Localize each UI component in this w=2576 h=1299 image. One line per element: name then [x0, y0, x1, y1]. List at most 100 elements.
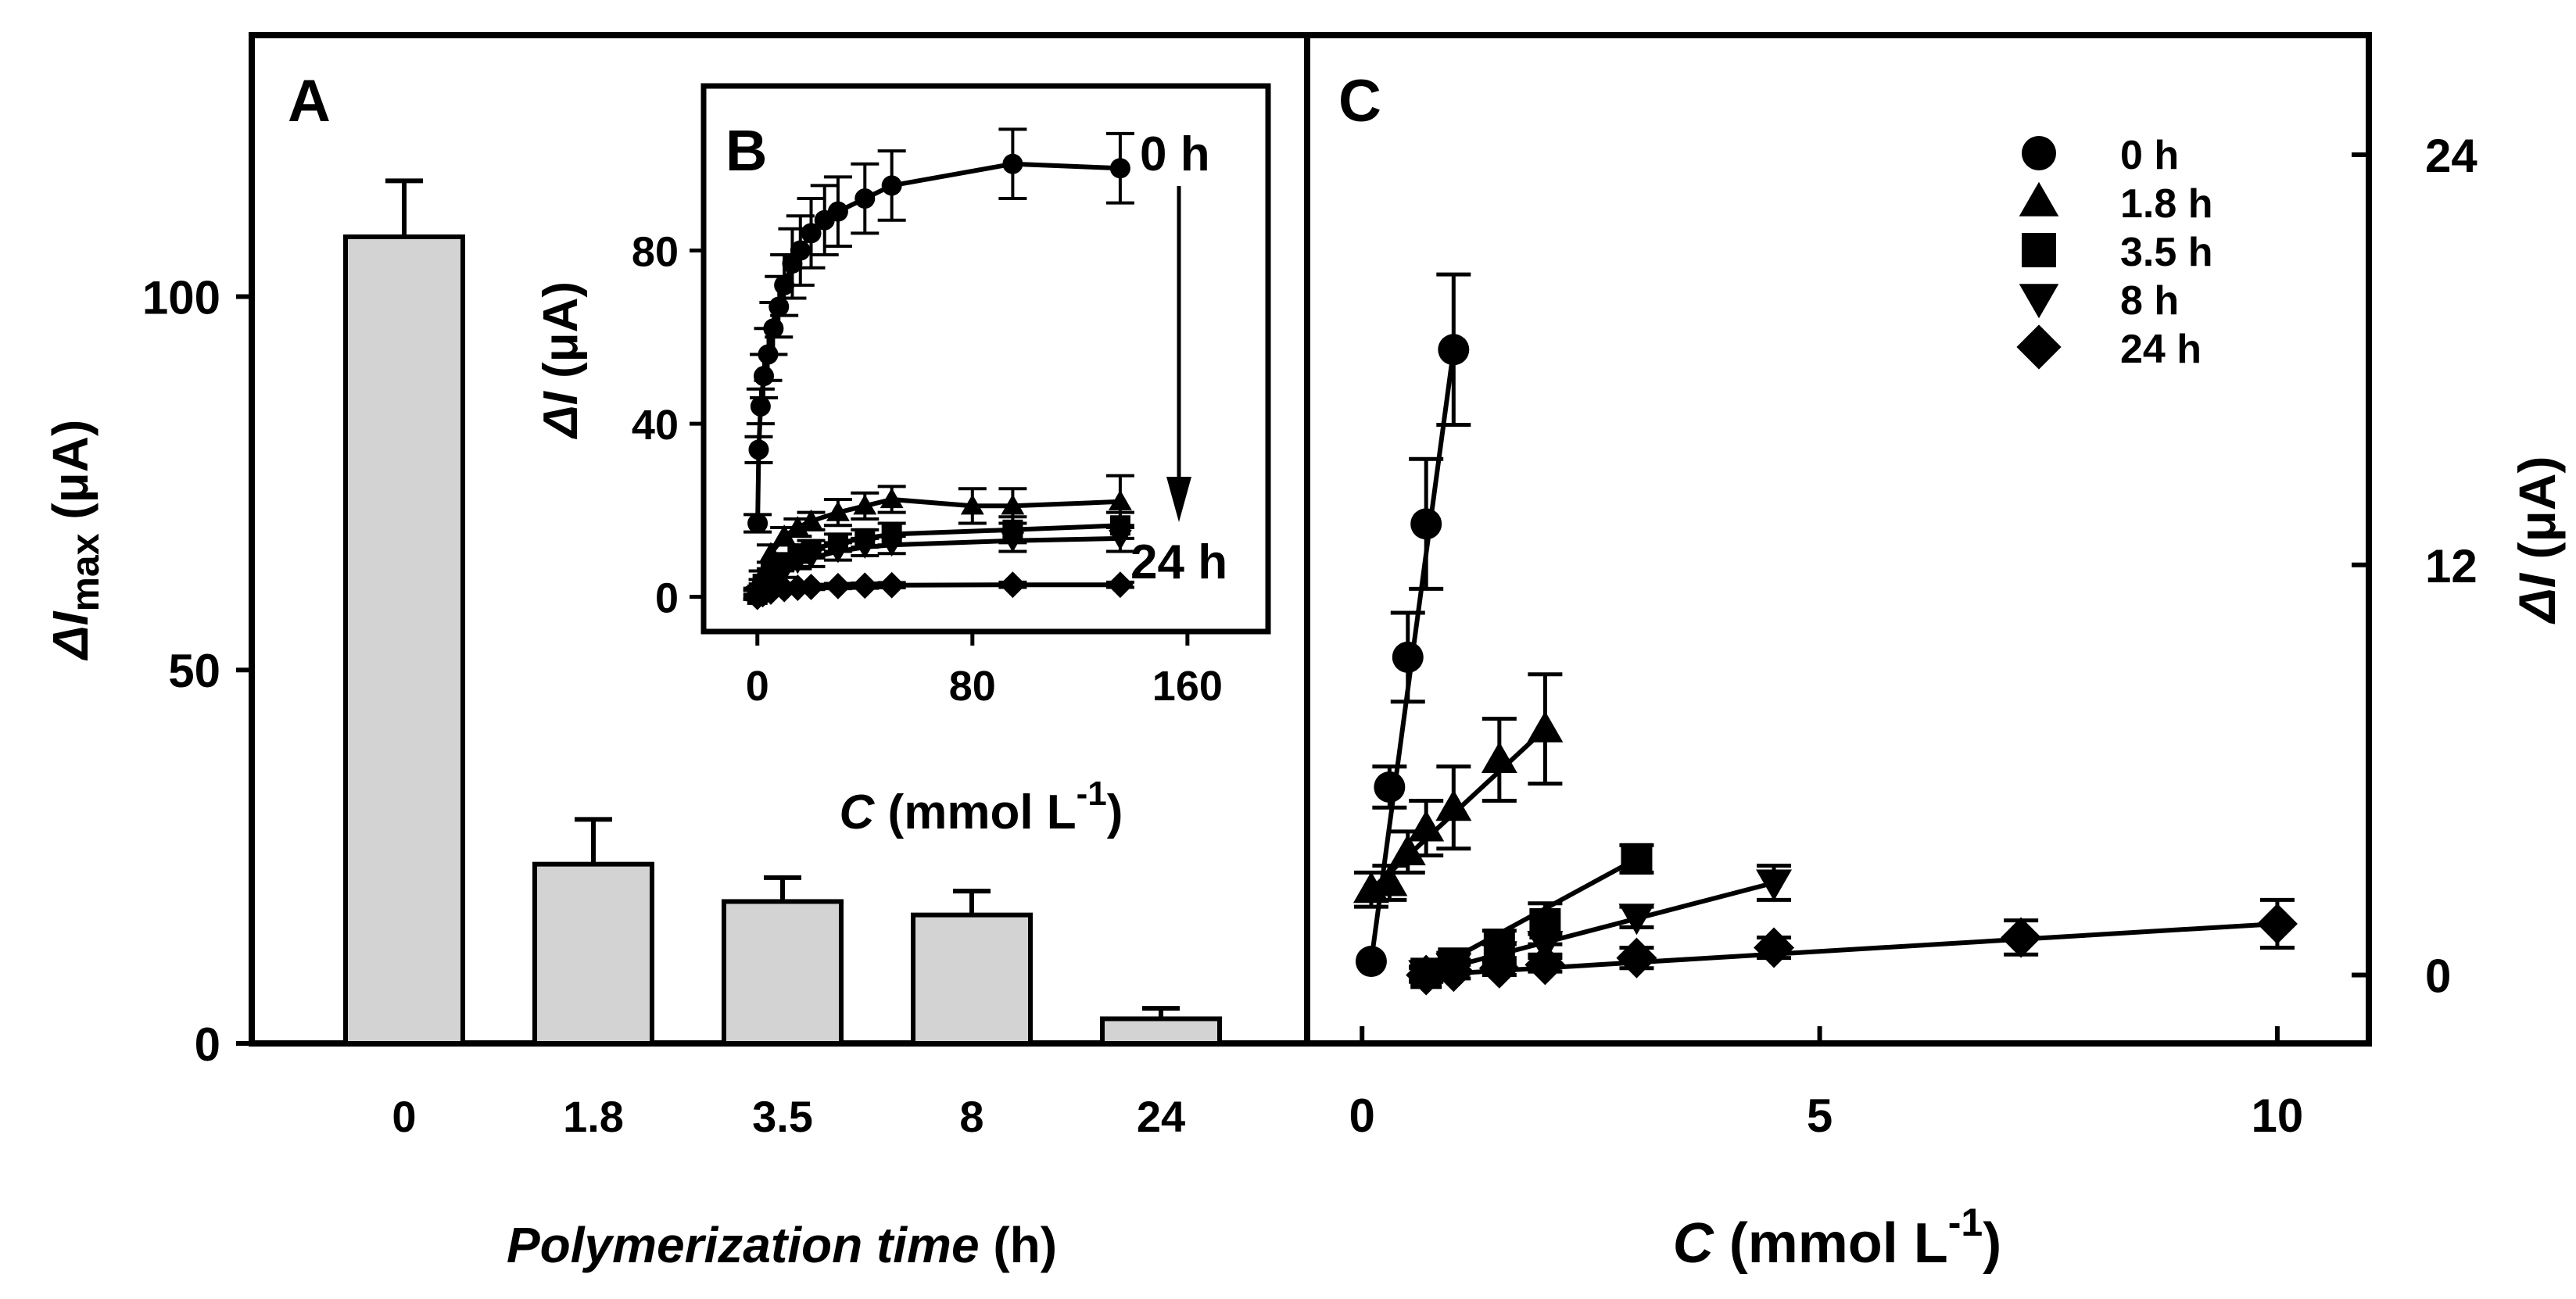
x-tick-label: 24	[1137, 1092, 1185, 1141]
x-label-italic: C	[840, 785, 876, 839]
legend-marker	[2019, 284, 2059, 319]
data-point	[754, 366, 775, 387]
data-point	[825, 572, 851, 599]
legend-label: 1.8 h	[2120, 181, 2213, 227]
legend-marker	[2016, 324, 2062, 370]
x-tick-label: 10	[2252, 1090, 2304, 1142]
data-point	[2256, 903, 2298, 944]
data-point	[748, 439, 769, 460]
data-point	[1002, 153, 1023, 174]
panel-c-frame	[1304, 32, 2372, 1047]
y-tick-label: 0	[195, 1018, 220, 1071]
x-label-close-paren: )	[1983, 1212, 2001, 1275]
series-0-h	[743, 127, 1134, 534]
x-label-superscript: -1	[1077, 775, 1107, 813]
bar	[722, 899, 844, 1047]
data-point	[880, 536, 904, 557]
y-label-subscript: max	[63, 533, 107, 611]
data-point	[1107, 571, 1134, 599]
bar	[911, 912, 1033, 1046]
y-label-italic: ΔI	[2508, 572, 2566, 624]
x-tick-label: 5	[1807, 1090, 1833, 1142]
data-point	[1433, 951, 1474, 993]
data-point	[1618, 904, 1655, 936]
data-point	[1374, 771, 1406, 803]
data-point	[853, 494, 877, 515]
y-tick-label: 24	[2425, 130, 2477, 182]
y-label-unit: (μA)	[2508, 456, 2566, 574]
series-1-8-h	[1352, 672, 1564, 909]
data-point	[801, 223, 822, 244]
data-point	[1392, 641, 1424, 673]
annotation-24h: 24 h	[1130, 535, 1227, 589]
data-point	[881, 175, 902, 196]
x-label-superscript: -1	[1948, 1201, 1983, 1244]
data-point	[960, 494, 984, 515]
x-axis-label: Polymerization time (h)	[507, 1217, 1057, 1273]
data-point	[854, 188, 876, 209]
y-axis-label: ΔI (μA)	[534, 281, 588, 439]
data-point	[1406, 954, 1447, 996]
data-point	[2001, 917, 2042, 958]
data-point	[878, 571, 905, 599]
data-point	[1389, 834, 1426, 866]
legend: 0 h1.8 h3.5 h8 h24 h	[2016, 133, 2213, 372]
y-tick-label: 0	[655, 575, 679, 622]
x-label-italic: C	[1673, 1212, 1714, 1275]
data-point	[826, 500, 850, 521]
data-point	[1355, 946, 1387, 978]
data-point	[999, 571, 1026, 599]
y-label-unit: (μA)	[534, 281, 588, 392]
bar	[343, 234, 465, 1046]
legend-marker	[2019, 181, 2059, 216]
panel-label-a: A	[288, 68, 331, 134]
data-point	[1410, 508, 1442, 540]
series-0-h	[1355, 272, 1471, 978]
x-tick-label: 160	[1152, 663, 1223, 710]
data-point	[853, 538, 877, 559]
legend-label: 24 h	[2120, 327, 2202, 372]
y-axis-label: ΔImax (μA)	[42, 420, 107, 661]
y-tick-label: 50	[168, 645, 220, 697]
data-point	[1527, 710, 1564, 743]
x-label-unit: (mmol L	[1714, 1212, 1948, 1275]
fit-line	[1425, 880, 1775, 976]
data-point	[1621, 843, 1653, 875]
data-point	[1481, 742, 1517, 774]
data-point	[880, 488, 904, 509]
data-point	[799, 549, 823, 570]
fit-line	[1426, 921, 2278, 978]
data-point	[827, 201, 848, 222]
x-axis-label: C (mmol L-1)	[1673, 1201, 2001, 1275]
data-point	[1108, 489, 1132, 510]
data-point	[826, 542, 850, 564]
data-point	[786, 553, 810, 574]
data-point	[1408, 810, 1445, 842]
data-point	[1001, 494, 1025, 515]
data-point	[750, 395, 771, 417]
data-point	[1435, 789, 1472, 821]
y-tick-label: 0	[2425, 950, 2451, 1003]
y-label-unit: (μA)	[42, 420, 99, 534]
data-point	[1524, 944, 1566, 986]
x-axis-label: C (mmol L-1)	[840, 775, 1123, 839]
y-tick-label: 100	[142, 271, 220, 324]
y-tick-label: 12	[2425, 540, 2477, 592]
panel-b-inset-line-chart: 0 40 80 0 80 160 ΔI (μA) C (mmol L-1) 0 h 24 h B	[534, 83, 1271, 839]
data-point	[1108, 529, 1132, 550]
data-point	[1616, 937, 1657, 979]
legend-label: 8 h	[2120, 278, 2179, 324]
data-point	[1001, 531, 1025, 553]
x-tick-label: 0	[392, 1092, 416, 1141]
legend-label: 0 h	[2120, 133, 2179, 178]
data-point	[797, 574, 825, 600]
x-tick-label: 8	[959, 1092, 983, 1141]
x-label-unit: (mmol L	[874, 785, 1076, 839]
x-label-close-paren: )	[1107, 785, 1123, 839]
data-point	[1478, 947, 1520, 989]
data-point	[774, 274, 795, 295]
series-24-h	[1406, 897, 2298, 996]
data-point	[851, 572, 879, 599]
